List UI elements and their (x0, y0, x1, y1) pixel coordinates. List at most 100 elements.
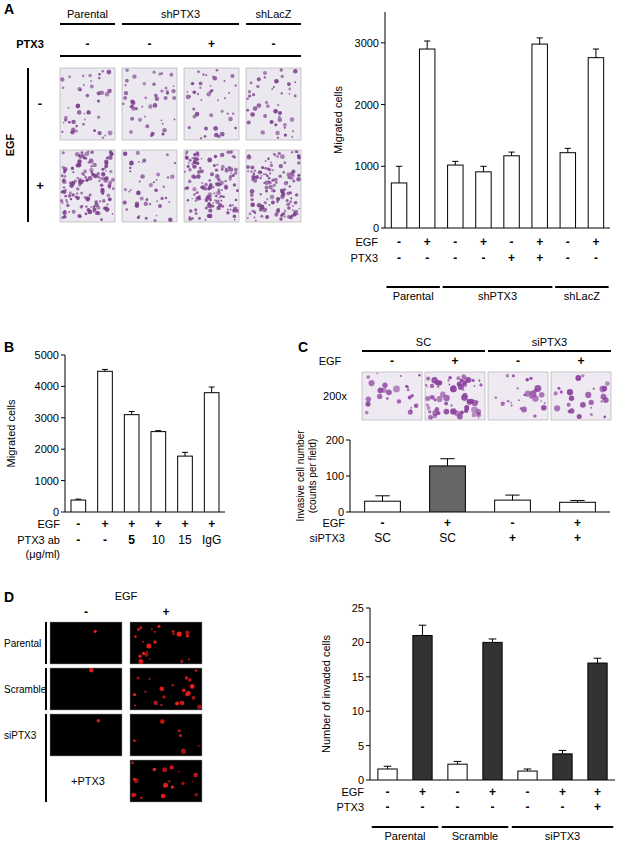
cell (61, 131, 63, 133)
cell (215, 195, 217, 197)
cell (259, 208, 263, 212)
cell (75, 152, 80, 157)
cell (138, 161, 140, 163)
cell (178, 771, 180, 773)
cell (204, 183, 208, 187)
cell (234, 127, 237, 130)
cell (71, 193, 74, 196)
treatment-sign: - (148, 37, 152, 51)
row-value: + (574, 531, 581, 545)
cell (433, 414, 438, 419)
cell (97, 116, 100, 119)
cell (144, 691, 146, 693)
row-value: - (76, 517, 80, 531)
cell (162, 133, 165, 136)
cell (296, 177, 301, 182)
cell (393, 386, 400, 393)
cell (160, 89, 163, 92)
cell (140, 197, 144, 201)
cell (170, 175, 174, 179)
column-label: EGF (115, 590, 138, 602)
cell (263, 182, 265, 184)
micrograph (50, 668, 122, 710)
micrograph-frame (122, 68, 177, 140)
cell (172, 96, 176, 100)
cell (293, 175, 295, 177)
cell (213, 202, 215, 204)
cell (187, 199, 189, 201)
cell (449, 384, 451, 386)
cell (265, 160, 267, 162)
cell (131, 106, 135, 110)
cell (64, 170, 66, 172)
micrograph (130, 668, 202, 710)
cell (170, 765, 174, 769)
cell (250, 193, 254, 197)
cell (250, 82, 253, 85)
cell (418, 374, 420, 376)
cell (278, 175, 282, 179)
cell (230, 74, 234, 78)
cell (260, 177, 262, 179)
error-bar (384, 766, 392, 769)
micrograph-frame (60, 68, 115, 140)
cell (226, 211, 230, 215)
cell (76, 163, 80, 167)
cell (189, 209, 193, 213)
cell (204, 127, 208, 131)
cell (213, 76, 218, 81)
cell (125, 79, 129, 83)
cell (87, 208, 91, 212)
cell (109, 152, 113, 156)
cell (154, 94, 158, 98)
cell (215, 169, 218, 172)
cell (143, 82, 147, 86)
y-tick (381, 104, 385, 105)
bar (124, 415, 139, 512)
cell (156, 173, 160, 177)
micrograph (122, 68, 177, 140)
error-stem (211, 387, 212, 393)
cell (298, 208, 300, 210)
cell (274, 178, 278, 182)
cell (192, 164, 196, 168)
y-tick (366, 676, 370, 677)
y-tick (346, 476, 350, 477)
cell (466, 377, 472, 383)
cell (138, 659, 143, 664)
error-cap (570, 500, 584, 501)
y-tick (61, 417, 65, 418)
cell (408, 410, 413, 415)
cell (450, 404, 452, 406)
error-bar (594, 658, 602, 663)
cell (153, 181, 155, 183)
cell (178, 730, 181, 733)
cell (280, 68, 283, 71)
cell (293, 69, 298, 74)
error-bar (182, 452, 188, 456)
cell (451, 410, 455, 414)
cell (128, 191, 130, 193)
cell (164, 96, 168, 100)
row-value: - (397, 251, 401, 265)
cell (472, 413, 477, 418)
cell (273, 153, 276, 156)
cell (168, 780, 170, 782)
micrograph-frame (425, 372, 485, 420)
cell (140, 626, 143, 629)
error-cap (384, 766, 392, 767)
row-bar (45, 668, 47, 710)
cell (64, 116, 68, 120)
cell (268, 204, 270, 206)
cell (228, 166, 231, 169)
cell (76, 104, 80, 108)
cell (209, 199, 212, 202)
cell (228, 92, 230, 94)
y-axis (65, 355, 66, 512)
cell (212, 76, 214, 78)
cell (64, 189, 66, 191)
cell (216, 182, 220, 186)
cell (109, 170, 112, 173)
cell (229, 204, 232, 207)
cell (171, 785, 174, 788)
